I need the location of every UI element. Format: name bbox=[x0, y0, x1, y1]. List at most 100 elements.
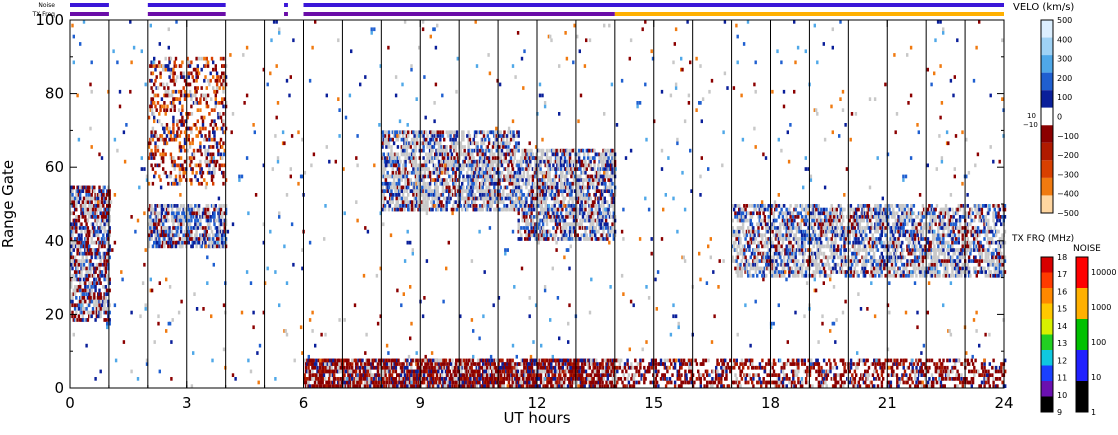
echo-cell bbox=[789, 266, 792, 271]
echo-cell bbox=[583, 211, 586, 216]
echo-cell bbox=[149, 229, 152, 234]
echo-cell bbox=[88, 248, 91, 252]
echo-cell bbox=[552, 148, 555, 153]
echo-cell bbox=[437, 159, 441, 164]
echo-cell bbox=[182, 75, 185, 79]
echo-cell bbox=[172, 101, 175, 105]
echo-cell bbox=[478, 167, 482, 171]
echo-cell bbox=[820, 226, 823, 230]
echo-cell bbox=[209, 218, 212, 223]
echo-cell bbox=[586, 174, 590, 179]
echo-cell bbox=[786, 266, 790, 271]
echo-cell bbox=[158, 229, 161, 234]
echo-cell bbox=[164, 226, 167, 230]
echo-cell bbox=[777, 244, 781, 249]
echo-cell bbox=[513, 181, 516, 186]
echo-cell bbox=[844, 248, 847, 252]
echo-cell bbox=[748, 218, 751, 223]
echo-cell bbox=[813, 251, 817, 256]
echo-cell bbox=[462, 152, 465, 157]
echo-cell bbox=[88, 211, 91, 216]
echo-cell bbox=[186, 237, 189, 241]
echo-cell bbox=[455, 134, 459, 138]
echo-cell bbox=[194, 222, 197, 227]
echo-cell bbox=[107, 222, 110, 227]
echo-cell bbox=[434, 178, 437, 182]
echo-cell bbox=[97, 237, 100, 241]
echo-cell bbox=[452, 145, 455, 149]
echo-cell bbox=[446, 189, 450, 193]
echo-cell bbox=[179, 119, 183, 124]
echo-cell bbox=[543, 159, 546, 164]
echo-cell bbox=[604, 211, 608, 216]
echo-cell bbox=[95, 262, 99, 267]
echo-cell bbox=[471, 148, 474, 153]
echo-cell bbox=[179, 89, 183, 94]
echo-cell bbox=[599, 181, 603, 186]
echo-cell bbox=[169, 130, 173, 135]
echo-cell bbox=[443, 178, 446, 182]
echo-cell bbox=[612, 193, 615, 197]
echo-cell bbox=[432, 200, 436, 204]
echo-cell bbox=[425, 163, 428, 168]
echo-cell bbox=[791, 215, 795, 219]
echo-cell bbox=[383, 204, 387, 208]
echo-cell bbox=[563, 174, 567, 179]
echo-cell bbox=[853, 229, 856, 234]
echo-cell bbox=[431, 204, 434, 208]
echo-cell bbox=[489, 163, 492, 168]
echo-cell bbox=[475, 141, 478, 146]
echo-cell bbox=[854, 259, 858, 263]
echo-cell bbox=[223, 204, 226, 208]
echo-cell bbox=[754, 262, 758, 267]
echo-cell bbox=[793, 248, 796, 252]
echo-cell bbox=[513, 170, 516, 175]
echo-cell bbox=[836, 233, 840, 238]
echo-cell bbox=[772, 211, 776, 216]
echo-cell bbox=[834, 233, 837, 238]
echo-cell bbox=[744, 262, 747, 267]
echo-cell bbox=[90, 273, 93, 278]
echo-cell bbox=[104, 193, 108, 197]
echo-cell bbox=[543, 170, 546, 175]
echo-cell bbox=[414, 156, 418, 160]
echo-cell bbox=[195, 56, 198, 61]
echo-cell bbox=[544, 215, 547, 219]
echo-cell bbox=[381, 145, 384, 149]
echo-cell bbox=[426, 134, 429, 138]
echo-cell bbox=[75, 318, 78, 322]
echo-cell bbox=[90, 310, 93, 315]
echo-cell bbox=[399, 159, 402, 164]
echo-cell bbox=[853, 251, 856, 256]
echo-cell bbox=[188, 237, 192, 241]
echo-cell bbox=[215, 89, 219, 94]
echo-cell bbox=[93, 277, 96, 282]
echo-cell bbox=[73, 303, 77, 308]
echo-cell bbox=[156, 163, 160, 168]
echo-cell bbox=[190, 211, 193, 216]
echo-cell bbox=[396, 167, 400, 171]
echo-cell bbox=[771, 240, 774, 245]
echo-cell bbox=[443, 156, 446, 160]
echo-cell bbox=[448, 196, 451, 201]
echo-cell bbox=[471, 174, 474, 179]
echo-cell bbox=[574, 163, 577, 168]
echo-cell bbox=[435, 152, 438, 157]
echo-cell bbox=[213, 167, 216, 171]
echo-cell bbox=[536, 167, 540, 171]
echo-cell bbox=[571, 211, 574, 216]
echo-cell bbox=[150, 78, 153, 83]
echo-cell bbox=[525, 167, 528, 171]
echo-cell bbox=[441, 181, 445, 186]
echo-cell bbox=[487, 159, 491, 164]
echo-cell bbox=[513, 156, 516, 160]
echo-cell bbox=[441, 145, 445, 149]
echo-cell bbox=[71, 266, 74, 271]
echo-cell bbox=[606, 200, 609, 204]
echo-cell bbox=[217, 112, 220, 116]
echo-cell bbox=[566, 204, 569, 208]
echo-cell bbox=[107, 266, 110, 271]
echo-cell bbox=[772, 222, 776, 227]
echo-cell bbox=[430, 152, 433, 157]
echo-cell bbox=[177, 163, 180, 168]
